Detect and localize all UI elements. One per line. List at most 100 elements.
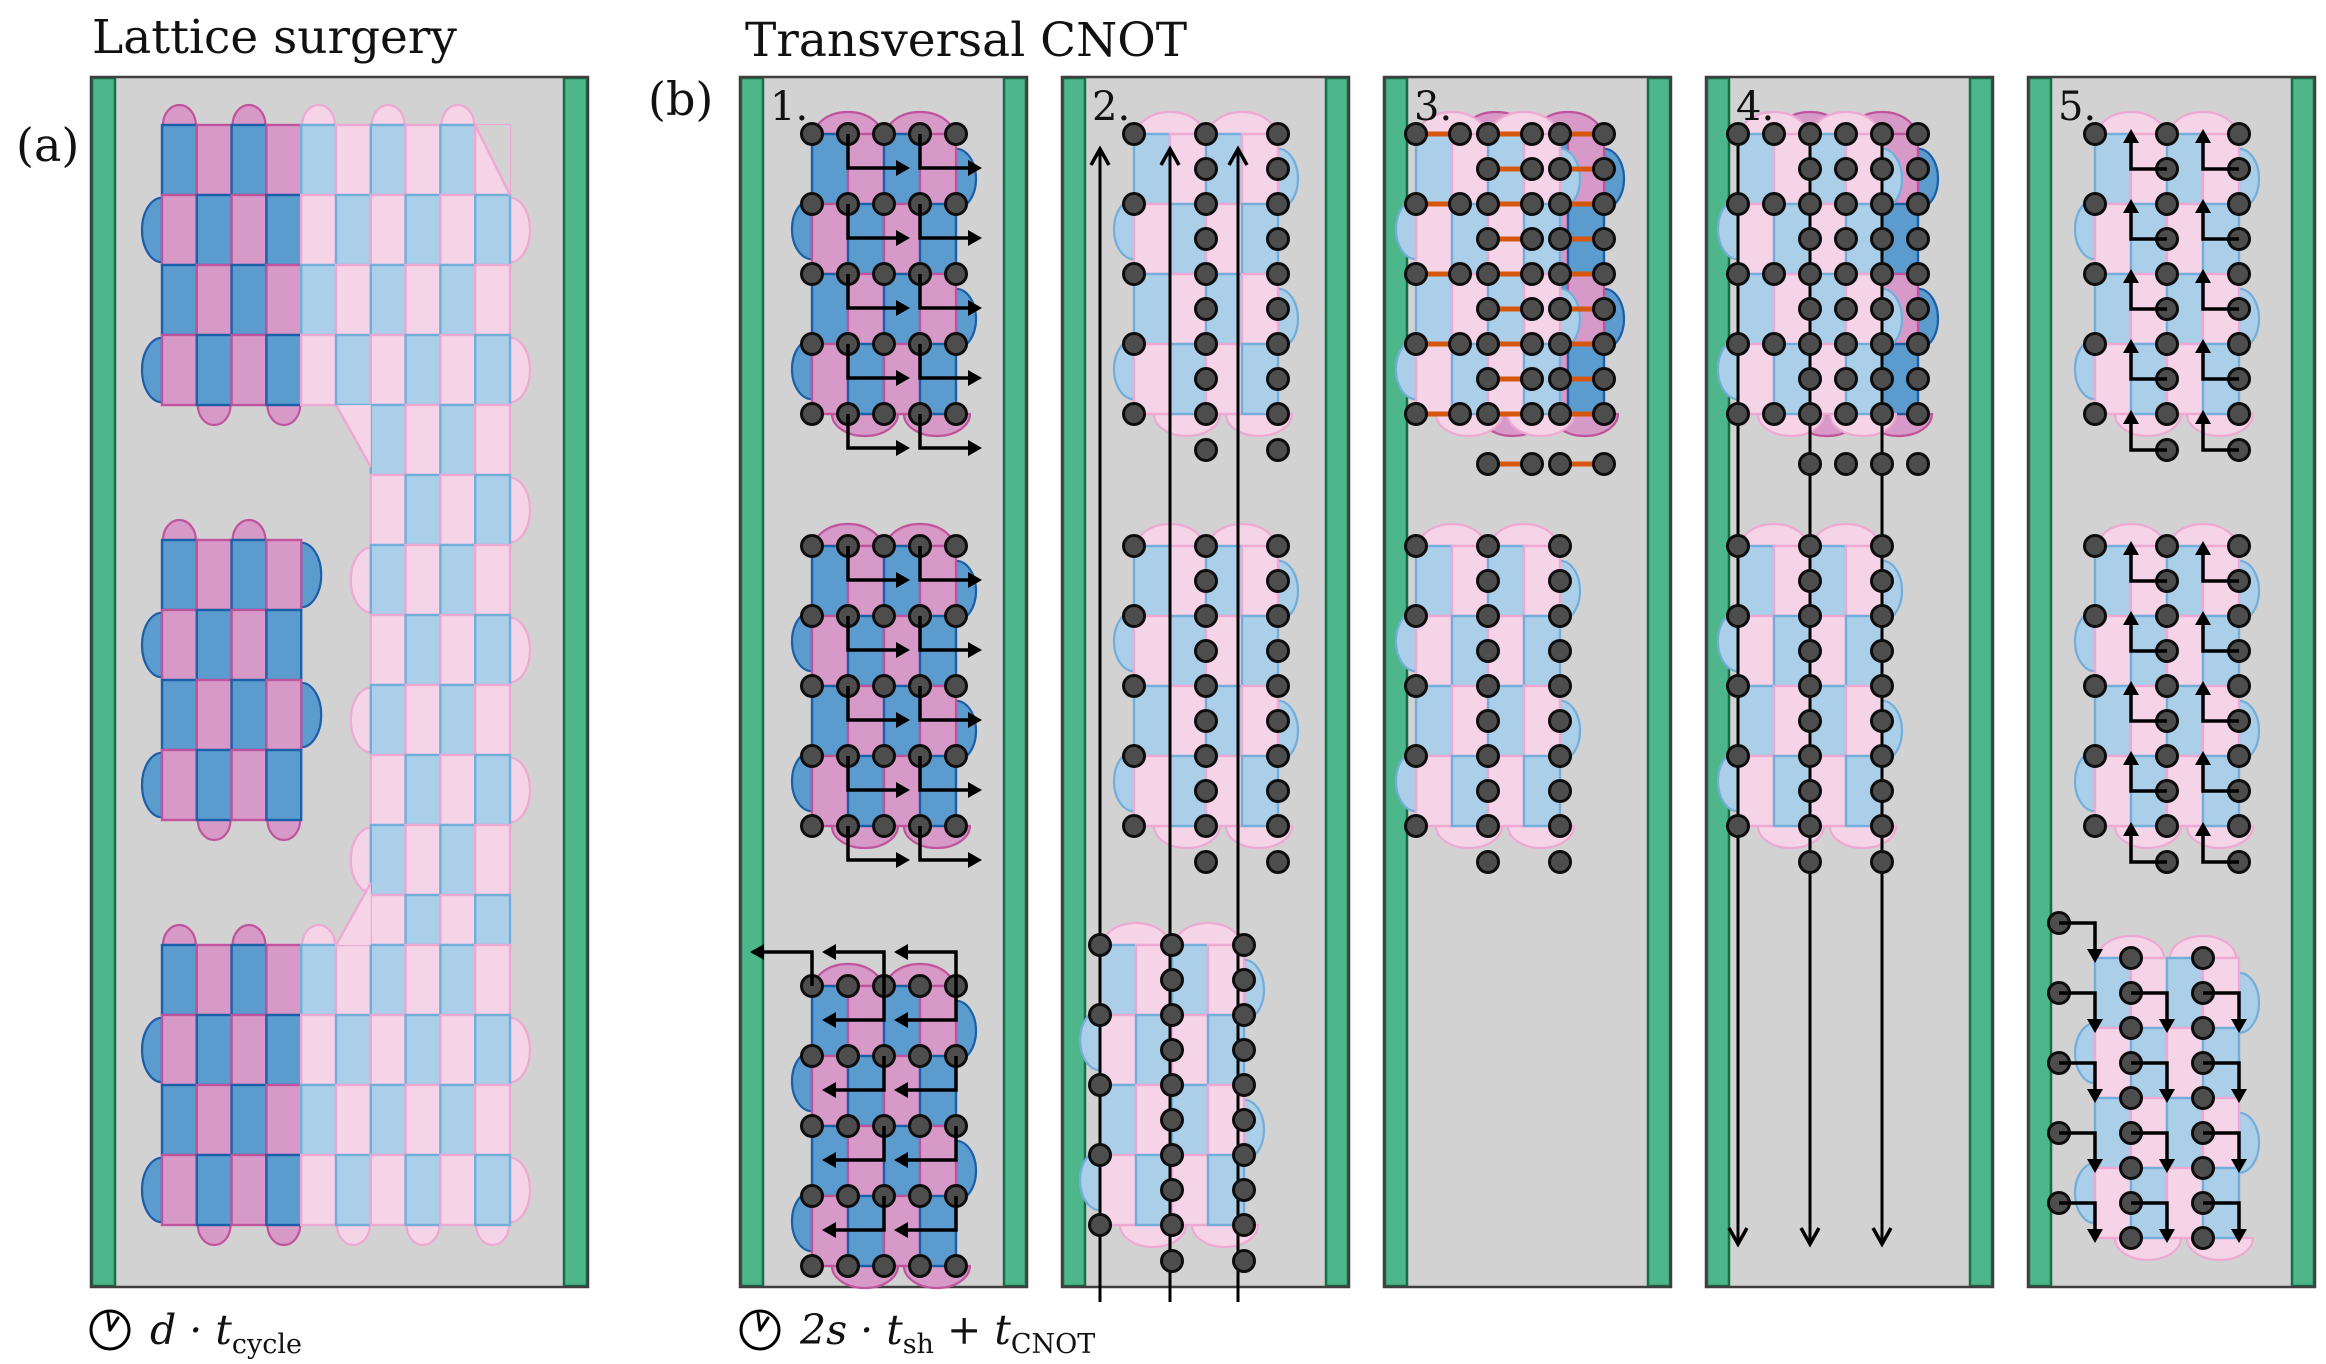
- stabilizer-bump: [440, 103, 476, 127]
- qubit-dot: [944, 262, 968, 286]
- arrowhead: [2195, 541, 2211, 555]
- qubit-dot: [872, 192, 896, 216]
- qubit-dot: [2083, 402, 2107, 426]
- qubit-dot: [1194, 709, 1218, 733]
- tile: [810, 342, 850, 416]
- qubits-and-gates: [1726, 534, 1894, 874]
- qubits-and-gates: [1404, 122, 1616, 476]
- qubit-dot: [1122, 604, 1146, 628]
- shift-arrow: [846, 204, 896, 240]
- qubit-dot: [1266, 227, 1290, 251]
- qubit-dot: [872, 122, 896, 146]
- tile: [439, 263, 477, 337]
- qubit-dot: [1194, 122, 1218, 146]
- shift-arrow: [2201, 143, 2239, 171]
- arrowhead: [2123, 751, 2139, 765]
- qubit-dot: [1870, 367, 1894, 391]
- shift-arrow: [836, 1196, 886, 1232]
- qubit-dot: [1194, 814, 1218, 838]
- qubit-dot: [2083, 192, 2107, 216]
- shift-arrow: [2203, 1131, 2241, 1159]
- qubit-dot: [1870, 534, 1894, 558]
- shift-arrow: [908, 1126, 958, 1162]
- stabilizer-bump: [2073, 1022, 2097, 1085]
- qubit-dot: [1548, 779, 1572, 803]
- qubit-dot: [944, 604, 968, 628]
- green-boundary-bar: [2027, 76, 2053, 1288]
- tile: [439, 403, 477, 477]
- qubit-dot: [1194, 192, 1218, 216]
- qubit-dot: [1404, 332, 1428, 356]
- tile: [195, 1083, 233, 1157]
- tile: [439, 1083, 477, 1157]
- tile: [439, 1153, 477, 1227]
- tile: [230, 608, 268, 682]
- arrowhead: [2195, 822, 2211, 836]
- shift-arrow: [2129, 143, 2167, 171]
- qubit-dot: [1870, 452, 1894, 476]
- qubit-dot: [1592, 262, 1616, 286]
- tile: [439, 753, 477, 827]
- stabilizer-bump: [196, 1223, 232, 1247]
- top-dark: [140, 103, 303, 427]
- qubit-dot: [1160, 1038, 1184, 1062]
- stabilizer-bump: [266, 1223, 302, 1247]
- qubit-dot: [1798, 122, 1822, 146]
- qubit-dot: [1122, 402, 1146, 426]
- qubit-dot: [1266, 604, 1290, 628]
- qubits-and-gates: [1122, 122, 1290, 462]
- qubit-dot: [1476, 157, 1500, 181]
- qubit-dot: [1762, 332, 1786, 356]
- qubit-dot: [1548, 402, 1572, 426]
- tile: [1414, 754, 1454, 828]
- qubits-and-gates: [2047, 911, 2247, 1250]
- arrowhead: [2231, 1089, 2247, 1103]
- stabilizer-bump: [161, 923, 197, 947]
- qubit-dot: [1476, 122, 1500, 146]
- shift-arrow: [846, 616, 896, 652]
- middle-dark: [140, 518, 323, 842]
- qubit-dot: [1870, 850, 1894, 874]
- qubit-dot: [1160, 1249, 1184, 1273]
- qubit-dot: [2227, 192, 2251, 216]
- tile: [474, 543, 512, 617]
- arrowhead: [1799, 1227, 1821, 1248]
- qubit-dot: [1592, 157, 1616, 181]
- lattice-surgery-diagram: [140, 103, 532, 1247]
- arrowhead: [968, 440, 982, 456]
- shift-arrow: [846, 686, 896, 722]
- qubit-dot: [1870, 744, 1894, 768]
- stabilizer-bump: [140, 611, 164, 679]
- qubit-dot: [1476, 227, 1500, 251]
- qubit-dot: [1520, 157, 1544, 181]
- tcnot-step-4-content: [1716, 110, 1940, 1248]
- stabilizer-bump: [140, 336, 164, 404]
- qubit-dot: [1476, 297, 1500, 321]
- tile: [334, 123, 372, 197]
- qubit-dot: [2191, 1156, 2215, 1180]
- shift-arrow: [2059, 921, 2097, 949]
- qubit-dot: [1194, 779, 1218, 803]
- tile: [404, 263, 442, 337]
- arrowhead: [822, 1082, 836, 1098]
- shift-arrow: [908, 1196, 958, 1232]
- tile: [439, 893, 477, 947]
- qubit-dot: [2227, 402, 2251, 426]
- tile: [369, 683, 407, 757]
- tile: [369, 543, 407, 617]
- arrowhead: [2087, 1019, 2103, 1033]
- tile: [404, 683, 442, 757]
- qubit-dot: [1798, 639, 1822, 663]
- qubit-dot: [944, 402, 968, 426]
- arrowhead: [896, 300, 910, 316]
- bottom-dark: [140, 923, 303, 1247]
- qubit-dot: [1476, 674, 1500, 698]
- arrowhead: [896, 160, 910, 176]
- qubit-dot: [1476, 452, 1500, 476]
- tile: [404, 473, 442, 547]
- qubit-dot: [1088, 1003, 1112, 1027]
- qubit-dot: [1834, 332, 1858, 356]
- arrowhead: [2159, 1159, 2175, 1173]
- tile: [230, 678, 268, 752]
- qubit-dot: [944, 1254, 968, 1278]
